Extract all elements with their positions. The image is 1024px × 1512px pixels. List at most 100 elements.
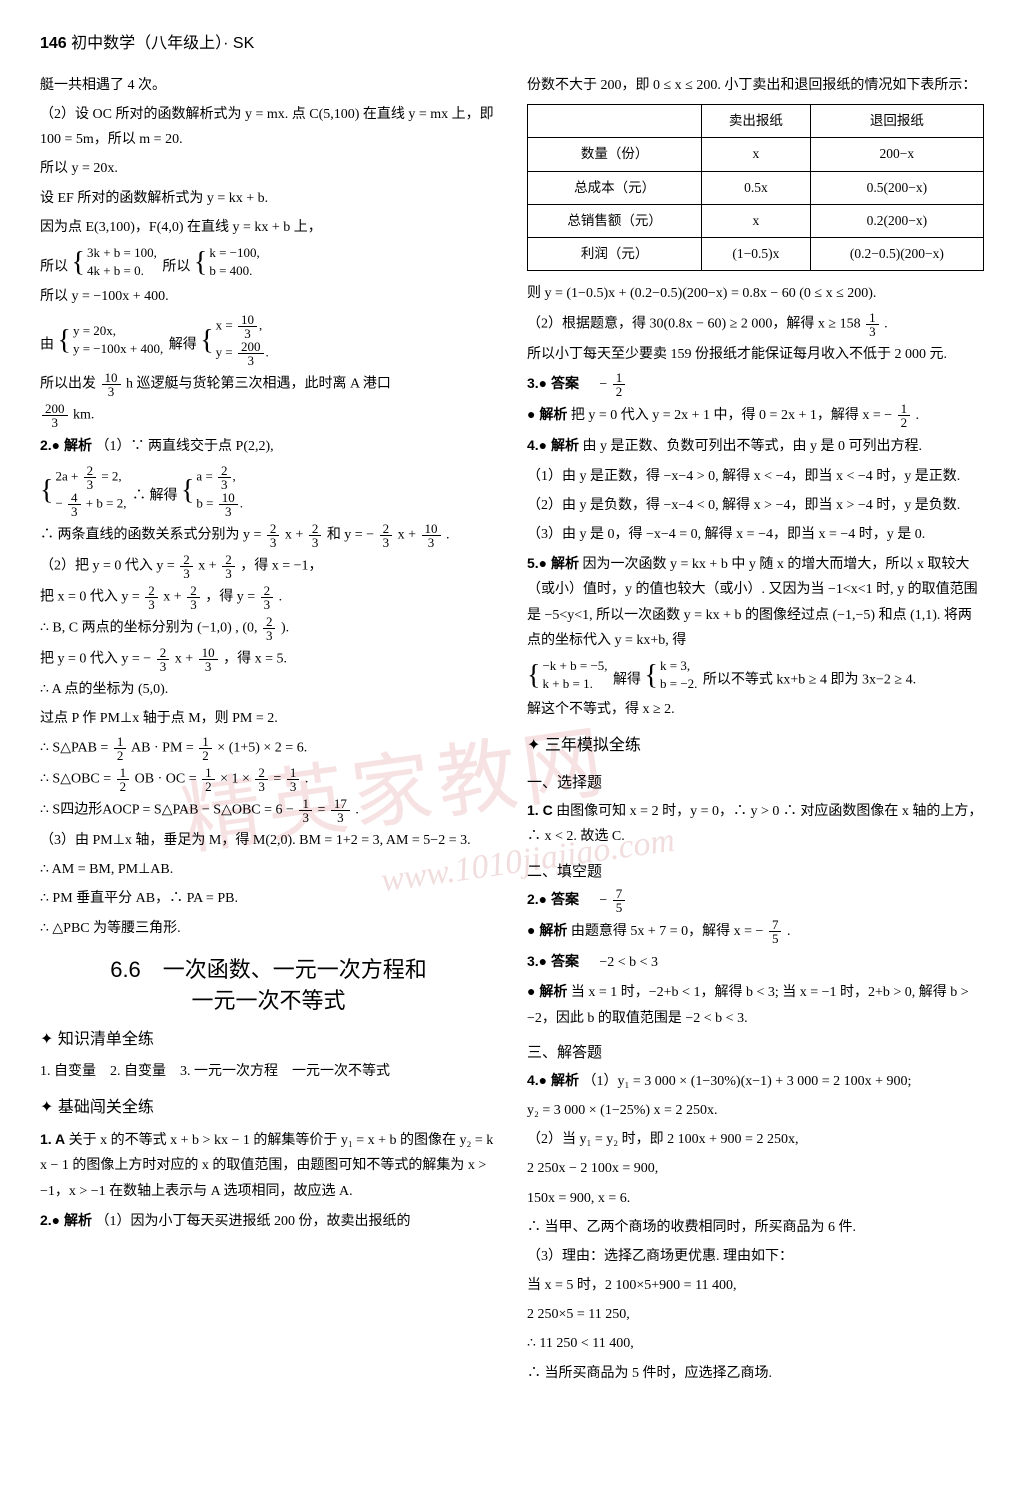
denominator: 2 bbox=[202, 780, 215, 793]
answer-line: 3.● 答案 −2 < b < 3 bbox=[527, 949, 984, 975]
text: y = bbox=[216, 345, 236, 360]
sub-heading: 二、填空题 bbox=[527, 858, 984, 885]
text: （2）根据题意，得 30(0.8x − 60) ≥ 2 000，解得 x ≥ 1… bbox=[527, 316, 864, 331]
numerator: 2 bbox=[263, 615, 276, 629]
text: 当 x = 1 时，−2+b < 1，解得 b < 3; 当 x = −1 时，… bbox=[527, 985, 969, 1025]
body-text: （2）设 OC 所对的函数解析式为 y = mx. 点 C(5,100) 在直线… bbox=[40, 102, 497, 152]
brace-left-icon: { bbox=[200, 328, 213, 353]
denominator: 3 bbox=[299, 811, 312, 824]
table-row: 总成本（元） 0.5x 0.5(200−x) bbox=[528, 171, 984, 204]
text: 所以出发 bbox=[40, 377, 100, 392]
text: km. bbox=[73, 408, 94, 423]
numerator: 1 bbox=[866, 311, 879, 325]
text: ，得 y = bbox=[205, 589, 258, 604]
page-title: 初中数学（八年级上）· SK bbox=[71, 35, 254, 52]
fraction: 23 bbox=[222, 553, 235, 580]
text: 关于 x 的不等式 x + b > kx − 1 的解集等价于 y₁ = x +… bbox=[40, 1133, 493, 1198]
denominator: 2 bbox=[114, 749, 127, 762]
denominator: 3 bbox=[380, 536, 393, 549]
numerator: 2 bbox=[180, 553, 193, 567]
text: . bbox=[279, 589, 283, 604]
body-text: （3）理由：选择乙商场更优惠. 理由如下： bbox=[527, 1244, 984, 1269]
text: a = bbox=[196, 468, 216, 483]
fraction: 2003 bbox=[238, 340, 264, 367]
table-cell: 退回报纸 bbox=[810, 104, 983, 137]
text: ，得 x = 5. bbox=[223, 651, 287, 666]
answer-line: 3.● 答案 − 12 bbox=[527, 371, 984, 398]
body-text: 艇一共相遇了 4 次。 bbox=[40, 73, 497, 98]
question-label: 2.● 解析 （1）∵ 两直线交于点 P(2,2), bbox=[40, 433, 497, 459]
body-text: 所以 y = 20x. bbox=[40, 156, 497, 181]
body-text: ∴ PM 垂直平分 AB，∴ PA = PB. bbox=[40, 886, 497, 911]
fraction: 103 bbox=[422, 522, 441, 549]
star-heading: 三年模拟全练 bbox=[527, 732, 984, 761]
body-text: 过点 P 作 PM⊥x 轴于点 M，则 PM = 2. bbox=[40, 706, 497, 731]
text: −2 < b < 3 bbox=[599, 955, 658, 970]
body-text: 因为点 E(3,100)，F(4,0) 在直线 y = kx + b 上， bbox=[40, 215, 497, 240]
numerator: 2 bbox=[187, 584, 200, 598]
news-table: 卖出报纸 退回报纸 数量（份） x 200−x 总成本（元） 0.5x 0.5(… bbox=[527, 104, 984, 271]
label: 2.● 解析 bbox=[40, 437, 92, 453]
fraction: 75 bbox=[769, 918, 782, 945]
text: x + bbox=[198, 558, 220, 573]
label: ● 解析 bbox=[527, 983, 567, 999]
text: （1）∵ 两直线交于点 P(2,2), bbox=[96, 439, 274, 454]
equation: a = 23, bbox=[196, 464, 243, 491]
denominator: 3 bbox=[261, 598, 274, 611]
numerator: 2 bbox=[255, 766, 268, 780]
text: ，得 x = −1， bbox=[240, 558, 322, 573]
numerator: 1 bbox=[202, 766, 215, 780]
body-text: （2）当 y₁ = y₂ 时，即 2 100x + 900 = 2 250x, bbox=[527, 1127, 984, 1152]
body-text: （2）根据题意，得 30(0.8x − 60) ≥ 2 000，解得 x ≥ 1… bbox=[527, 311, 984, 338]
text: − bbox=[599, 377, 610, 392]
text: 所以 bbox=[162, 260, 190, 275]
brace-left-icon: { bbox=[181, 478, 194, 503]
sub-heading: 一、选择题 bbox=[527, 769, 984, 796]
fraction: 173 bbox=[331, 797, 350, 824]
fraction: 23 bbox=[84, 464, 97, 491]
numerator: 1 bbox=[199, 735, 212, 749]
label: 1. A bbox=[40, 1131, 65, 1147]
body-text: ● 解析 由题意得 5x + 7 = 0，解得 x = − 75 . bbox=[527, 918, 984, 945]
fraction: 23 bbox=[263, 615, 276, 642]
fraction: 12 bbox=[117, 766, 130, 793]
fraction: 23 bbox=[187, 584, 200, 611]
denominator: 3 bbox=[222, 567, 235, 580]
equation: y = 2003. bbox=[216, 340, 269, 367]
denominator: 3 bbox=[187, 598, 200, 611]
text: 所以 bbox=[40, 260, 68, 275]
denominator: 2 bbox=[613, 385, 626, 398]
fraction: 103 bbox=[102, 371, 121, 398]
body-text: 解这个不等式，得 x ≥ 2. bbox=[527, 697, 984, 722]
equation: 2a + 23 = 2, bbox=[55, 464, 126, 491]
text: 把 y = 0 代入 y = − bbox=[40, 651, 155, 666]
text: − bbox=[55, 495, 66, 510]
table-cell: 0.5x bbox=[702, 171, 811, 204]
equation: b = 400. bbox=[209, 262, 259, 280]
body-text: 1. 自变量 2. 自变量 3. 一元一次方程 一元一次不等式 bbox=[40, 1059, 497, 1084]
body-text: 4.● 解析 由 y 是正数、负数可列出不等式，由 y 是 0 可列出方程. bbox=[527, 433, 984, 459]
table-cell: 利润（元） bbox=[528, 238, 702, 271]
fraction: 12 bbox=[898, 402, 911, 429]
text: ∴ B, C 两点的坐标分别为 (−1,0) , bbox=[40, 620, 242, 635]
numerator: 10 bbox=[238, 313, 257, 327]
text: . bbox=[355, 803, 359, 818]
fraction: 103 bbox=[219, 491, 238, 518]
fraction: 23 bbox=[218, 464, 231, 491]
text: = 2, bbox=[101, 468, 121, 483]
denominator: 3 bbox=[157, 660, 170, 673]
body-text: 把 y = 0 代入 y = − 23 x + 103 ，得 x = 5. bbox=[40, 646, 497, 673]
fraction: 23 bbox=[309, 522, 322, 549]
label: 2.● 答案 bbox=[527, 891, 579, 907]
numerator: 200 bbox=[42, 402, 68, 416]
denominator: 3 bbox=[287, 780, 300, 793]
body-text: 2 250×5 = 11 250, bbox=[527, 1302, 984, 1327]
body-text: 当 x = 5 时，2 100×5+900 = 11 400, bbox=[527, 1273, 984, 1298]
body-text: ∴ S四边形AOCP = S△PAB − S△OBC = 6 − 13 = 17… bbox=[40, 797, 497, 824]
brace-system: { a = 23, b = 103. bbox=[181, 464, 245, 518]
label: 3.● 答案 bbox=[527, 953, 579, 969]
equation-line: 所以 { 3k + b = 100, 4k + b = 0. 所以 { k = … bbox=[40, 244, 497, 280]
fraction: 23 bbox=[180, 553, 193, 580]
brace-system: { k = −100, b = 400. bbox=[194, 244, 262, 280]
equation: y = 20x, bbox=[73, 322, 163, 340]
